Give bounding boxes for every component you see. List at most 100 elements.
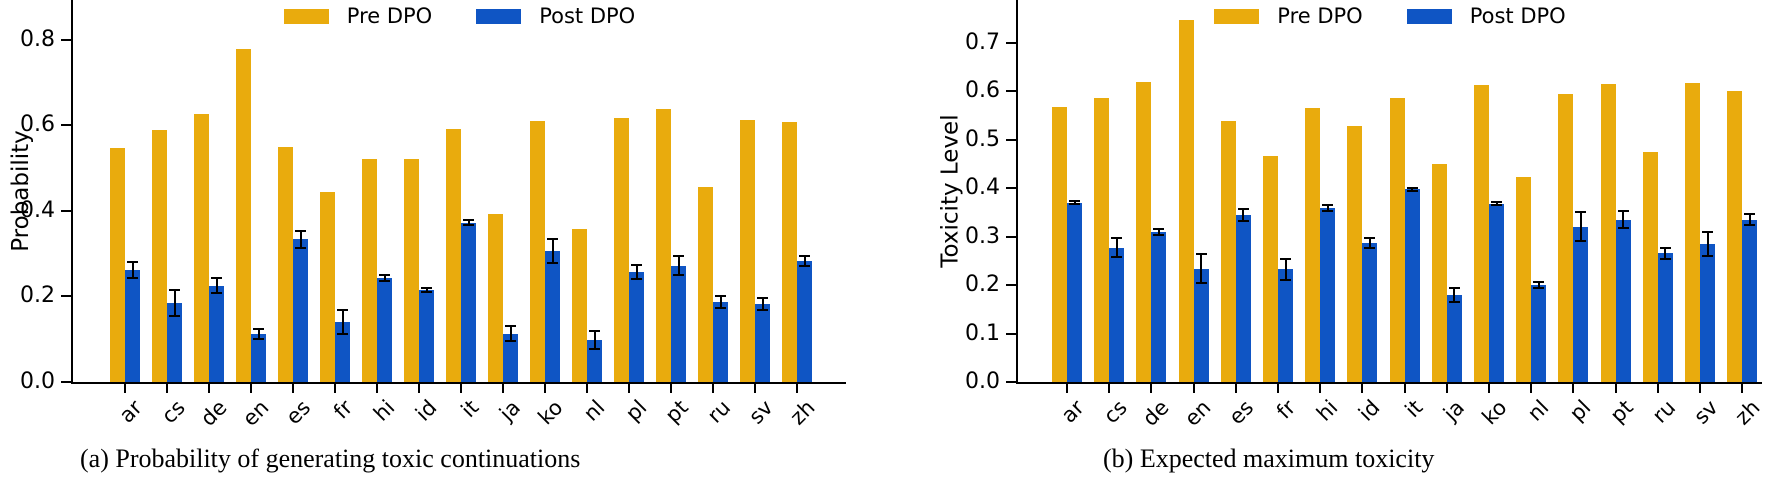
legend-label: Pre DPO [1277,4,1363,28]
x-axis-tick [796,384,798,393]
error-bar [1664,247,1667,260]
error-bar-cap-top [1659,246,1671,249]
error-bar-cap-top [757,297,768,300]
bar-post-dpo [293,239,308,382]
y-axis-tick-label: 0.0 [20,369,55,394]
error-bar-cap-top [715,295,726,298]
error-bar-cap-bottom [1702,254,1713,257]
bar-pre-dpo [1685,82,1700,382]
error-bar-cap-top [253,327,264,330]
x-axis-tick [1150,384,1153,393]
error-bar-cap-top [1533,281,1545,284]
error-bar [1200,253,1203,284]
bar-pre-dpo [278,147,293,382]
error-bar [593,331,596,349]
legend-item-pre-dpo: Pre DPO [1214,4,1363,28]
x-axis-tick [1277,384,1279,393]
x-axis-tick [460,384,462,393]
bar-pre-dpo [236,49,251,382]
y-axis-tick [1006,381,1016,383]
error-bar [1453,287,1456,303]
error-bar-cap-bottom [1575,240,1587,243]
error-bar-cap-bottom [463,224,474,227]
error-bar [1115,237,1118,258]
bar-pre-dpo [530,120,545,382]
error-bar [341,310,344,335]
error-bar-cap-bottom [337,333,348,336]
bar-post-dpo [1404,189,1420,382]
y-axis-title-text: Toxicity Level [938,114,965,268]
error-bar [1579,212,1582,242]
error-bar-cap-bottom [1364,246,1376,249]
error-bar-cap-top [1153,227,1165,230]
y-axis-tick-label: 0.3 [965,223,1000,249]
error-bar-cap-top [1195,252,1207,255]
bar-post-dpo [797,260,812,382]
y-axis-tick-label: 0.0 [965,369,1000,394]
x-axis-tick [1614,384,1617,393]
bar-post-dpo [125,269,140,382]
error-bar [1495,201,1498,206]
x-axis-tick-label: en [1180,395,1216,431]
error-bar-cap-bottom [715,307,726,310]
error-bar-cap-top [1575,211,1587,214]
error-bar [677,256,680,275]
x-axis-tick [586,384,588,393]
bar-pre-dpo [320,192,335,382]
x-axis-tick [292,384,294,393]
bar-pre-dpo [1305,108,1321,382]
x-axis-tick [1192,384,1195,393]
error-bar-cap-bottom [1617,227,1629,230]
bar-post-dpo [713,302,728,382]
bar-pre-dpo [1600,84,1616,382]
error-bar-cap-bottom [379,279,390,282]
y-axis-tick [61,124,71,127]
error-bar-cap-bottom [547,262,558,265]
bar-pre-dpo [782,121,797,382]
chart-caption: (a) Probability of generating toxic cont… [80,444,581,473]
legend: Pre DPO Post DPO [1018,4,1762,28]
error-bar-cap-bottom [589,347,600,350]
y-axis-tick [61,38,71,41]
error-bar-cap-top [1744,212,1756,215]
y-axis-spine [1016,0,1018,384]
error-bar-cap-top [1406,186,1418,189]
x-axis-tick [754,384,756,393]
x-axis-tick-label: ko [1477,395,1512,430]
x-axis-tick [1234,384,1237,393]
bar-post-dpo [587,340,602,382]
y-axis-tick-label: 0.2 [965,272,1000,297]
bar-pre-dpo [194,113,209,382]
error-bar-cap-bottom [1448,301,1460,304]
bar-pre-dpo [614,117,629,382]
bar-pre-dpo [1474,85,1489,382]
bar-post-dpo [1320,208,1336,382]
error-bar [1706,231,1709,256]
bar-post-dpo [1235,215,1251,382]
x-axis-tick-label: zh [1730,395,1765,430]
error-bar-cap-top [295,229,306,232]
bar-post-dpo [1278,269,1293,382]
bar-post-dpo [209,285,224,382]
y-axis-tick-label: 0.6 [20,112,55,138]
error-bar-cap-top [1364,236,1376,239]
error-bar-cap-top [1069,199,1080,202]
x-axis-tick-label: it [1399,395,1427,423]
error-bar [257,328,260,339]
legend-item-post-dpo: Post DPO [1406,4,1566,28]
bar-post-dpo [1657,253,1673,382]
x-axis-tick [418,384,420,393]
x-axis-tick-label: hi [1311,395,1343,426]
bar-post-dpo [503,333,518,382]
bar-post-dpo [671,265,686,382]
bar-post-dpo [1742,219,1758,382]
error-bar-cap-top [1702,230,1713,233]
x-axis-tick [1656,384,1659,393]
error-bar-cap-bottom [1491,204,1502,207]
error-bar-cap-bottom [1195,282,1207,285]
bar-post-dpo [167,302,182,382]
bar-pre-dpo [1094,97,1110,382]
bar-post-dpo [545,251,560,382]
x-axis-tick-label: ar [1057,395,1090,428]
